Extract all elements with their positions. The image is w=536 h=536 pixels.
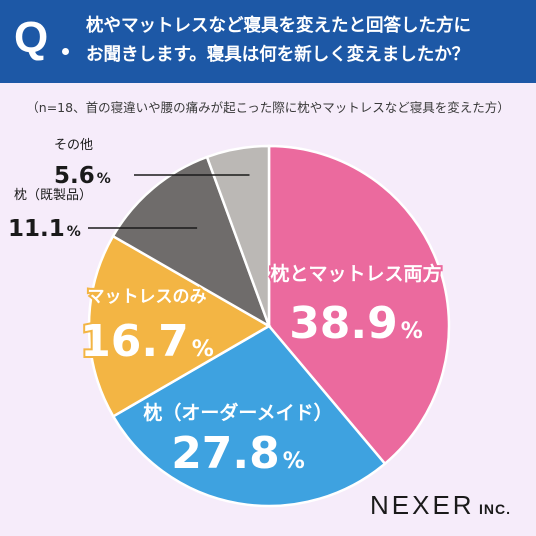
q-mark: Q xyxy=(14,13,49,62)
question-line-2: お聞きします。寝具は何を新しく変えましたか？ xyxy=(86,45,470,65)
slice-value-0: 38.9% xyxy=(289,298,423,349)
pie-slice-4 xyxy=(205,144,271,327)
sample-note: （n=18、首の寝違いや腰の痛みが起こった際に枕やマットレスなど寝具を変えた方） xyxy=(26,100,510,115)
pie-slice-2 xyxy=(87,234,272,419)
q-mark-dot xyxy=(62,48,69,55)
slice-value-2: 16.7% xyxy=(80,316,214,367)
question-header: Q 枕やマットレスなど寝具を変えたと回答した方に お聞きします。寝具は何を新しく… xyxy=(0,0,536,83)
pie-slice-1 xyxy=(111,324,387,508)
slice-label-1: 枕（オーダーメイド） xyxy=(143,401,332,424)
question-line-1: 枕やマットレスなど寝具を変えたと回答した方に xyxy=(86,16,471,36)
slice-label-0: 枕とマットレス両方 xyxy=(270,262,441,285)
pie-slice-3 xyxy=(111,155,272,329)
slice-value-3: 11.1% xyxy=(8,216,81,242)
nexer-logo: NEXER INC. xyxy=(370,490,511,521)
slice-label-4: その他 xyxy=(54,138,93,153)
question-text: 枕やマットレスなど寝具を変えたと回答した方に お聞きします。寝具は何を新しく変え… xyxy=(86,12,526,70)
logo-suffix: INC. xyxy=(479,501,512,517)
slice-label-3: 枕（既製品） xyxy=(14,188,92,203)
logo-main: NEXER xyxy=(370,490,475,520)
pie-slice-0 xyxy=(267,144,451,466)
slice-label-2: マットレスのみ xyxy=(88,287,207,307)
slice-value-1: 27.8% xyxy=(171,428,305,479)
slice-value-4: 5.6% xyxy=(54,163,111,189)
